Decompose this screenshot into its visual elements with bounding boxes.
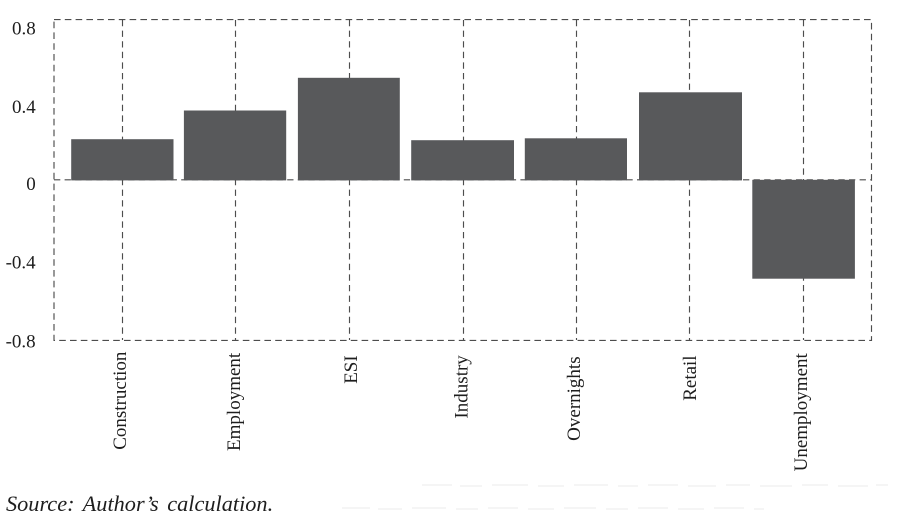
svg-text:Source: Author’s calculation.: Source: Author’s calculation.	[6, 491, 273, 516]
svg-text:Employment: Employment	[224, 352, 245, 451]
svg-text:-0.8: -0.8	[6, 332, 36, 353]
svg-text:Overnights: Overnights	[564, 356, 585, 440]
svg-text:Retail: Retail	[680, 355, 701, 400]
svg-text:0.8: 0.8	[12, 19, 36, 40]
svg-text:Construction: Construction	[110, 351, 131, 450]
svg-text:Unemployment: Unemployment	[791, 352, 812, 471]
svg-text:ESI: ESI	[341, 355, 362, 384]
svg-text:0.4: 0.4	[12, 97, 36, 118]
svg-text:0: 0	[26, 174, 36, 195]
svg-text:Industry: Industry	[451, 355, 472, 419]
svg-text:-0.4: -0.4	[6, 253, 37, 274]
